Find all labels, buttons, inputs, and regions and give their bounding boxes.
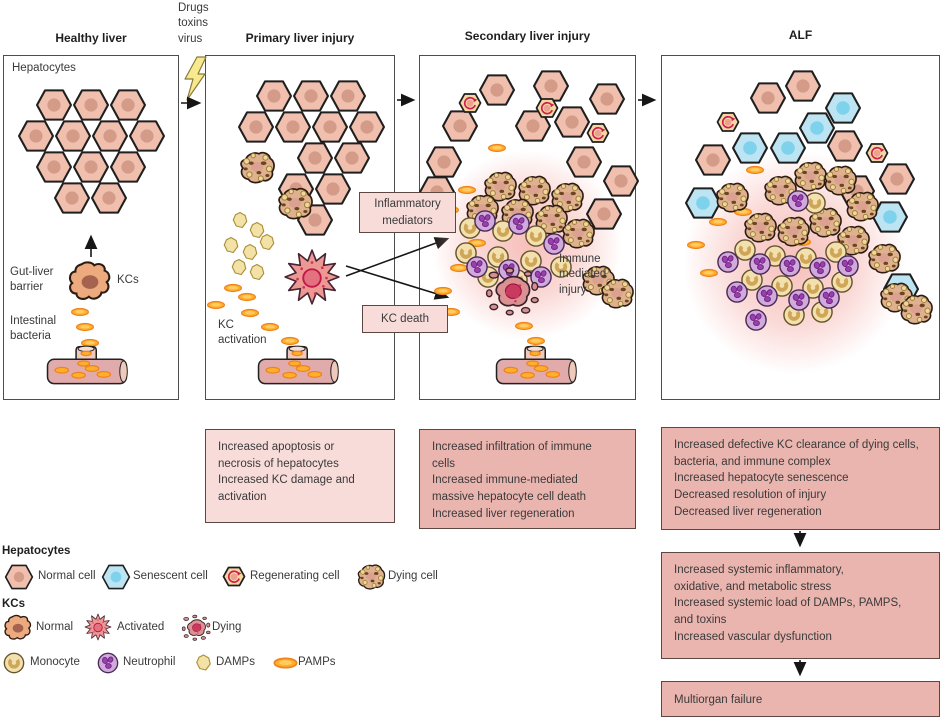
trigger-label: Drugs toxins virus [178, 2, 209, 45]
systemic-stress-box: Increased systemic inflammatory, oxidati… [661, 552, 940, 659]
alf-summary-box: Increased defective KC clearance of dyin… [661, 427, 940, 530]
secondary-summary-box: Increased infiltration of immune cells I… [419, 429, 636, 529]
legend-label: DAMPs [216, 656, 255, 668]
legend-label: Regenerating cell [250, 570, 340, 582]
kc-normal-icon [4, 614, 32, 640]
inflammatory-mediators-box: Inflammatory mediators [359, 192, 456, 233]
legend-label: Activated [117, 621, 165, 633]
panel-title-secondary: Secondary liver injury [464, 29, 591, 43]
senescent-cell-icon [101, 564, 131, 590]
dying-cell-icon [357, 564, 386, 590]
regenerating-cell-icon [222, 566, 246, 587]
legend-label: Neutrophil [123, 656, 176, 668]
immune-mediated-injury-label: Immune mediated injury [559, 253, 607, 296]
legend-label: Normal [36, 621, 74, 633]
primary-summary-box: Increased apoptosis or necrosis of hepat… [205, 429, 395, 523]
multiorgan-failure-box: Multiorgan failure [661, 681, 940, 717]
pamp-icon [273, 657, 298, 669]
legend-label: Normal cell [38, 570, 96, 582]
panel-title-alf: ALF [788, 28, 813, 42]
kc-activation-label: KC activation [218, 319, 267, 347]
legend-label: Senescent cell [133, 570, 208, 582]
panel-healthy-liver [3, 55, 179, 400]
intestinal-bacteria-label: Intestinal bacteria [10, 315, 57, 343]
monocyte-icon [3, 652, 25, 674]
legend-label: Monocyte [30, 656, 80, 668]
kc-death-box: KC death [362, 305, 448, 333]
gut-liver-barrier-label: Gut-liver barrier [10, 266, 54, 294]
legend-label: Dying [212, 621, 242, 633]
kc-activated-icon [84, 613, 112, 641]
legend-label: PAMPs [298, 656, 336, 668]
damp-icon [196, 654, 211, 671]
normal-hepatocyte-icon [4, 564, 34, 590]
panel-title-healthy: Healthy liver [55, 31, 127, 45]
kc-dying-icon [181, 614, 211, 641]
legend-hepatocytes-title: Hepatocytes [2, 545, 71, 557]
panel-alf [661, 55, 940, 400]
neutrophil-icon [97, 652, 119, 674]
legend-kcs-title: KCs [2, 598, 26, 610]
lightning-bolt-icon [184, 56, 207, 101]
legend-label: Dying cell [388, 570, 438, 582]
hepatocytes-label: Hepatocytes [12, 62, 76, 74]
panel-title-primary: Primary liver injury [245, 31, 355, 45]
kcs-label: KCs [117, 274, 139, 286]
